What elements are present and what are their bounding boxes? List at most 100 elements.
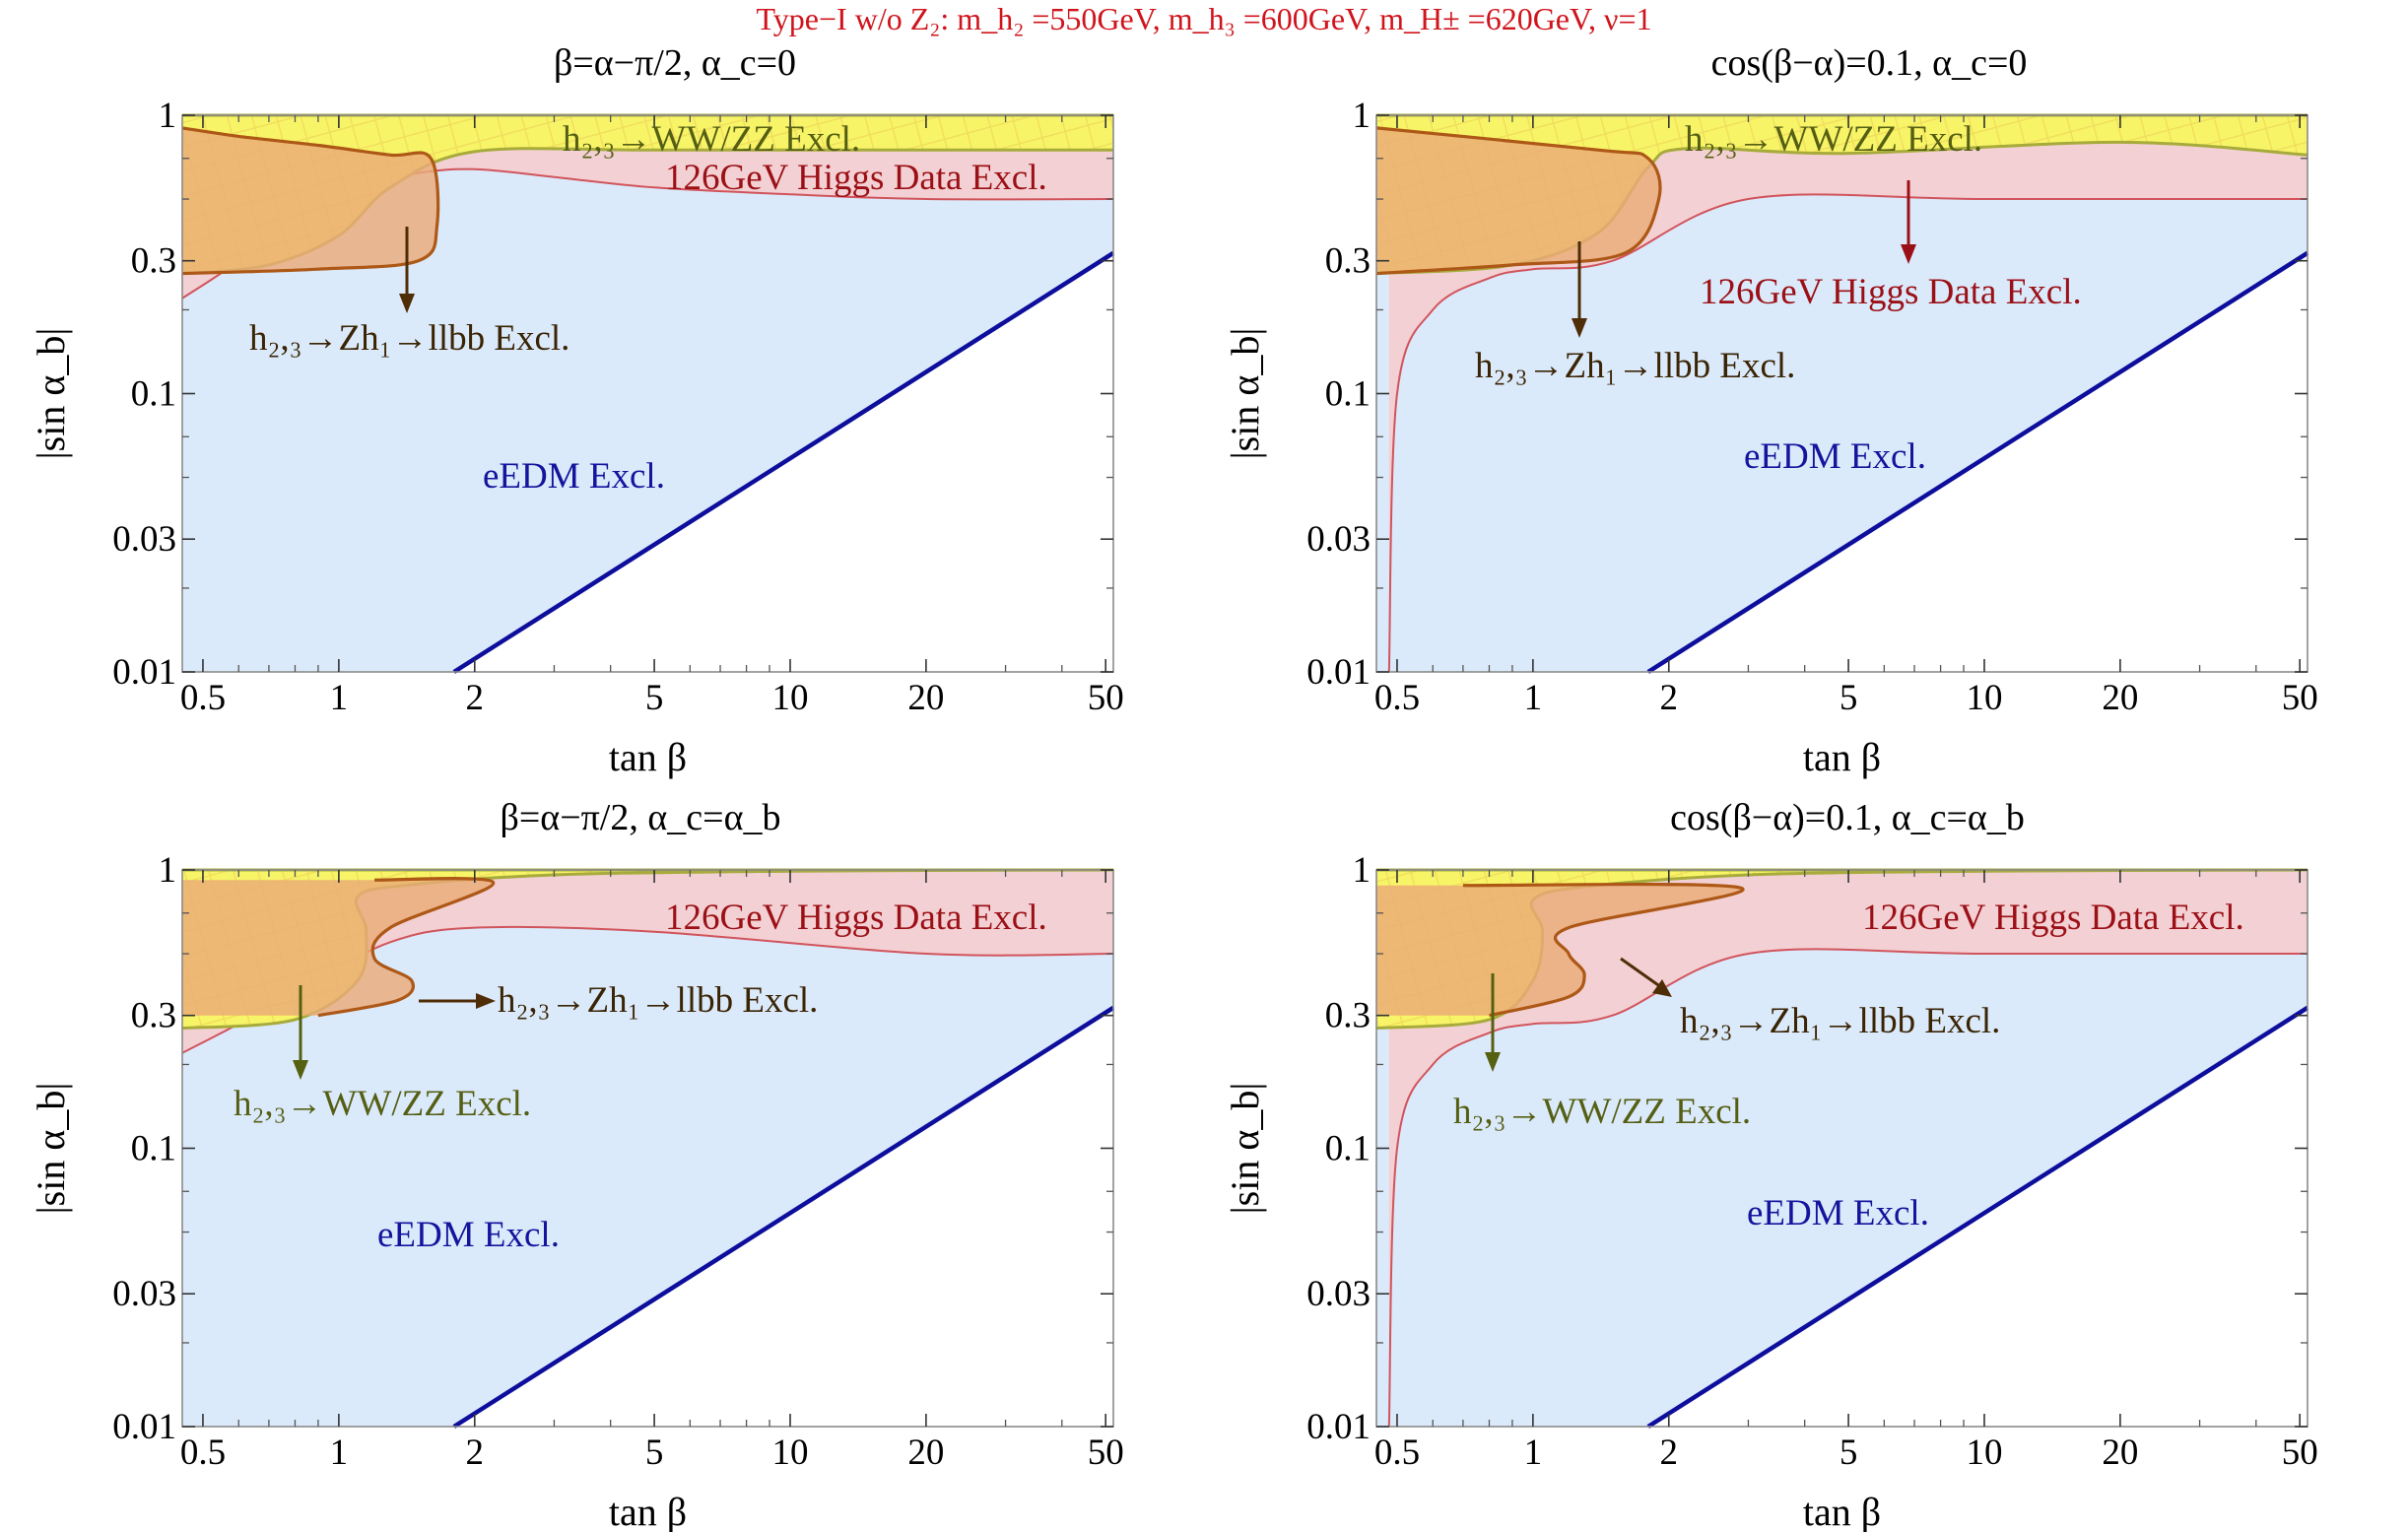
label-higgs-data: 126GeV Higgs Data Excl. (1862, 898, 2244, 938)
x-axis-label: tan β (1803, 735, 1881, 779)
axes-layer: 0.5 1 2 5 10 20 50 0.01 0.03 0.1 0.3 1 tan β |sin α_b… (1223, 96, 2318, 779)
annotations: 126GeV Higgs Data Excl. h₂,₃→Zh₁→llbb Ex… (1453, 898, 2244, 1233)
y-tick-label: 0.1 (131, 1129, 176, 1169)
label-higgs-data: 126GeV Higgs Data Excl. (665, 158, 1047, 198)
y-tick-label: 0.03 (1306, 1274, 1371, 1314)
eedm-region (182, 870, 1113, 1427)
label-higgs-data: 126GeV Higgs Data Excl. (665, 898, 1047, 938)
arrow-ww-head (293, 1060, 308, 1080)
label-zh-llbb: h₂,₃→Zh₁→llbb Excl. (498, 980, 818, 1021)
panel-top-right: cos(β−α)=0.1, α_c=0 0.5 1 2 5 10 20 50 0.01 0.03… (1223, 42, 2318, 779)
x-tick-label: 2 (1660, 678, 1679, 718)
x-tick-label: 20 (907, 1432, 944, 1473)
annotations: 126GeV Higgs Data Excl. h₂,₃→Zh₁→llbb Ex… (234, 898, 1047, 1255)
higgs-region (1388, 870, 2308, 1427)
y-tick-label: 0.03 (112, 1274, 176, 1314)
y-tick-label: 1 (1353, 96, 1371, 136)
panel-title: β=α−π/2, α_c=0 (554, 42, 796, 84)
label-ww-zz: h₂,₃→WW/ZZ Excl. (234, 1084, 531, 1124)
axes-layer: 0.5 1 2 5 10 20 50 0.01 0.03 0.1 0.3 1 tan β |sin α_b… (1223, 850, 2318, 1532)
y-tick-label: 0.01 (1306, 1407, 1371, 1447)
panel-title: cos(β−α)=0.1, α_c=0 (1711, 42, 2028, 84)
x-axis-label: tan β (609, 735, 687, 779)
y-tick-label: 0.01 (112, 1407, 176, 1447)
regions-layer (181, 113, 1115, 674)
x-tick-label: 1 (1524, 678, 1543, 718)
x-tick-label: 10 (771, 1432, 808, 1473)
axes-layer: 0.5 1 2 5 10 20 50 0.01 0.03 0.1 0.3 1 tan β |sin α_b… (29, 850, 1124, 1532)
label-ww-zz: h₂,₃→WW/ZZ Excl. (1453, 1092, 1751, 1132)
label-ww-zz: h₂,₃→WW/ZZ Excl. (1685, 119, 1982, 160)
label-ww-zz: h₂,₃→WW/ZZ Excl. (563, 119, 860, 160)
x-tick-label: 2 (466, 1432, 485, 1473)
zh-llbb-boundary (1375, 126, 1662, 276)
zh-llbb-region (182, 127, 438, 274)
zh-llbb-region (1376, 884, 1744, 1016)
x-tick-label: 2 (1660, 1432, 1679, 1473)
label-zh-llbb: h₂,₃→Zh₁→llbb Excl. (1680, 1001, 2000, 1041)
panel-bottom-right: cos(β−α)=0.1, α_c=α_b 0.5 1 2 5 10 20 500.010.… (1223, 797, 2318, 1532)
x-tick-label: 5 (1839, 1432, 1858, 1473)
arrow-zh-head (476, 993, 496, 1009)
x-tick-label: 5 (645, 678, 664, 718)
x-tick-label: 50 (1088, 678, 1124, 718)
x-tick-label: 1 (330, 678, 349, 718)
x-tick-label: 20 (907, 678, 944, 718)
label-eedm: eEDM Excl. (1744, 436, 1926, 477)
y-axis-label: |sin α_b| (29, 328, 73, 460)
annotations: h₂,₃→WW/ZZ Excl. 126GeV Higgs Data Excl.… (249, 119, 1047, 497)
y-tick-label: 0.3 (131, 996, 176, 1036)
eedm-boundary-line (1646, 1005, 2309, 1429)
x-tick-label: 0.5 (180, 1432, 226, 1473)
y-tick-label: 0.3 (1325, 996, 1371, 1036)
y-axis-label: |sin α_b| (1223, 328, 1267, 460)
x-axis-label: tan β (1803, 1490, 1881, 1532)
x-tick-label: 20 (2102, 678, 2138, 718)
x-tick-label: 5 (645, 1432, 664, 1473)
x-tick-label: 1 (330, 1432, 349, 1473)
higgs-boundary (1387, 948, 2308, 1428)
arrow-zh (1620, 957, 1662, 989)
x-tick-label: 0.5 (1374, 1432, 1420, 1473)
x-tick-label: 10 (1966, 678, 2002, 718)
y-tick-label: 0.01 (112, 652, 176, 693)
label-zh-llbb: h₂,₃→Zh₁→llbb Excl. (1475, 346, 1795, 386)
panel-title: cos(β−α)=0.1, α_c=α_b (1670, 797, 2025, 838)
arrow-higgs-head (1901, 244, 1916, 264)
arrow-ww-head (1485, 1052, 1501, 1072)
y-tick-label: 1 (1353, 850, 1371, 891)
label-eedm: eEDM Excl. (1747, 1193, 1929, 1233)
zh-llbb-region (1376, 127, 1660, 274)
y-tick-label: 0.1 (1325, 374, 1371, 415)
regions-layer (1375, 868, 2309, 1429)
x-tick-label: 0.5 (1374, 678, 1420, 718)
annotations: h₂,₃→WW/ZZ Excl. 126GeV Higgs Data Excl.… (1475, 119, 2082, 477)
x-tick-label: 50 (1088, 1432, 1124, 1473)
y-tick-label: 0.01 (1306, 652, 1371, 693)
zh-llbb-boundary (1462, 882, 1745, 1018)
arrow-zh-head (1572, 318, 1587, 338)
y-axis-label: |sin α_b| (29, 1083, 73, 1215)
x-tick-label: 10 (771, 678, 808, 718)
label-eedm: eEDM Excl. (483, 456, 665, 497)
eedm-boundary-line (1646, 250, 2309, 674)
figure-suptitle: Type−I w/o Z₂: m_h₂ =550GeV, m_h₃ =600Ge… (756, 1, 1651, 36)
panel-bottom-left: β=α−π/2, α_c=α_b 0.5 1 2 5 10 20 50 0.01 0.03 0.1… (29, 797, 1124, 1532)
x-tick-label: 1 (1524, 1432, 1543, 1473)
y-tick-label: 0.3 (131, 241, 176, 282)
arrow-zh-head (1652, 979, 1672, 997)
x-tick-label: 50 (2282, 1432, 2318, 1473)
panel-top-left: β=α−π/2, α_c=0 0.5 1 2 5 10 20 500.010.030.10.… (29, 42, 1124, 779)
label-zh-llbb: h₂,₃→Zh₁→llbb Excl. (249, 318, 569, 359)
label-higgs-data: 126GeV Higgs Data Excl. (1700, 272, 2082, 312)
higgs-boundary (1387, 193, 2308, 673)
x-tick-label: 2 (466, 678, 485, 718)
y-tick-label: 0.03 (1306, 519, 1371, 560)
y-tick-label: 0.03 (112, 519, 176, 560)
x-tick-label: 0.5 (180, 678, 226, 718)
y-tick-label: 1 (159, 850, 177, 891)
y-axis-label: |sin α_b| (1223, 1083, 1267, 1215)
x-tick-label: 50 (2282, 678, 2318, 718)
x-tick-label: 10 (1966, 1432, 2002, 1473)
